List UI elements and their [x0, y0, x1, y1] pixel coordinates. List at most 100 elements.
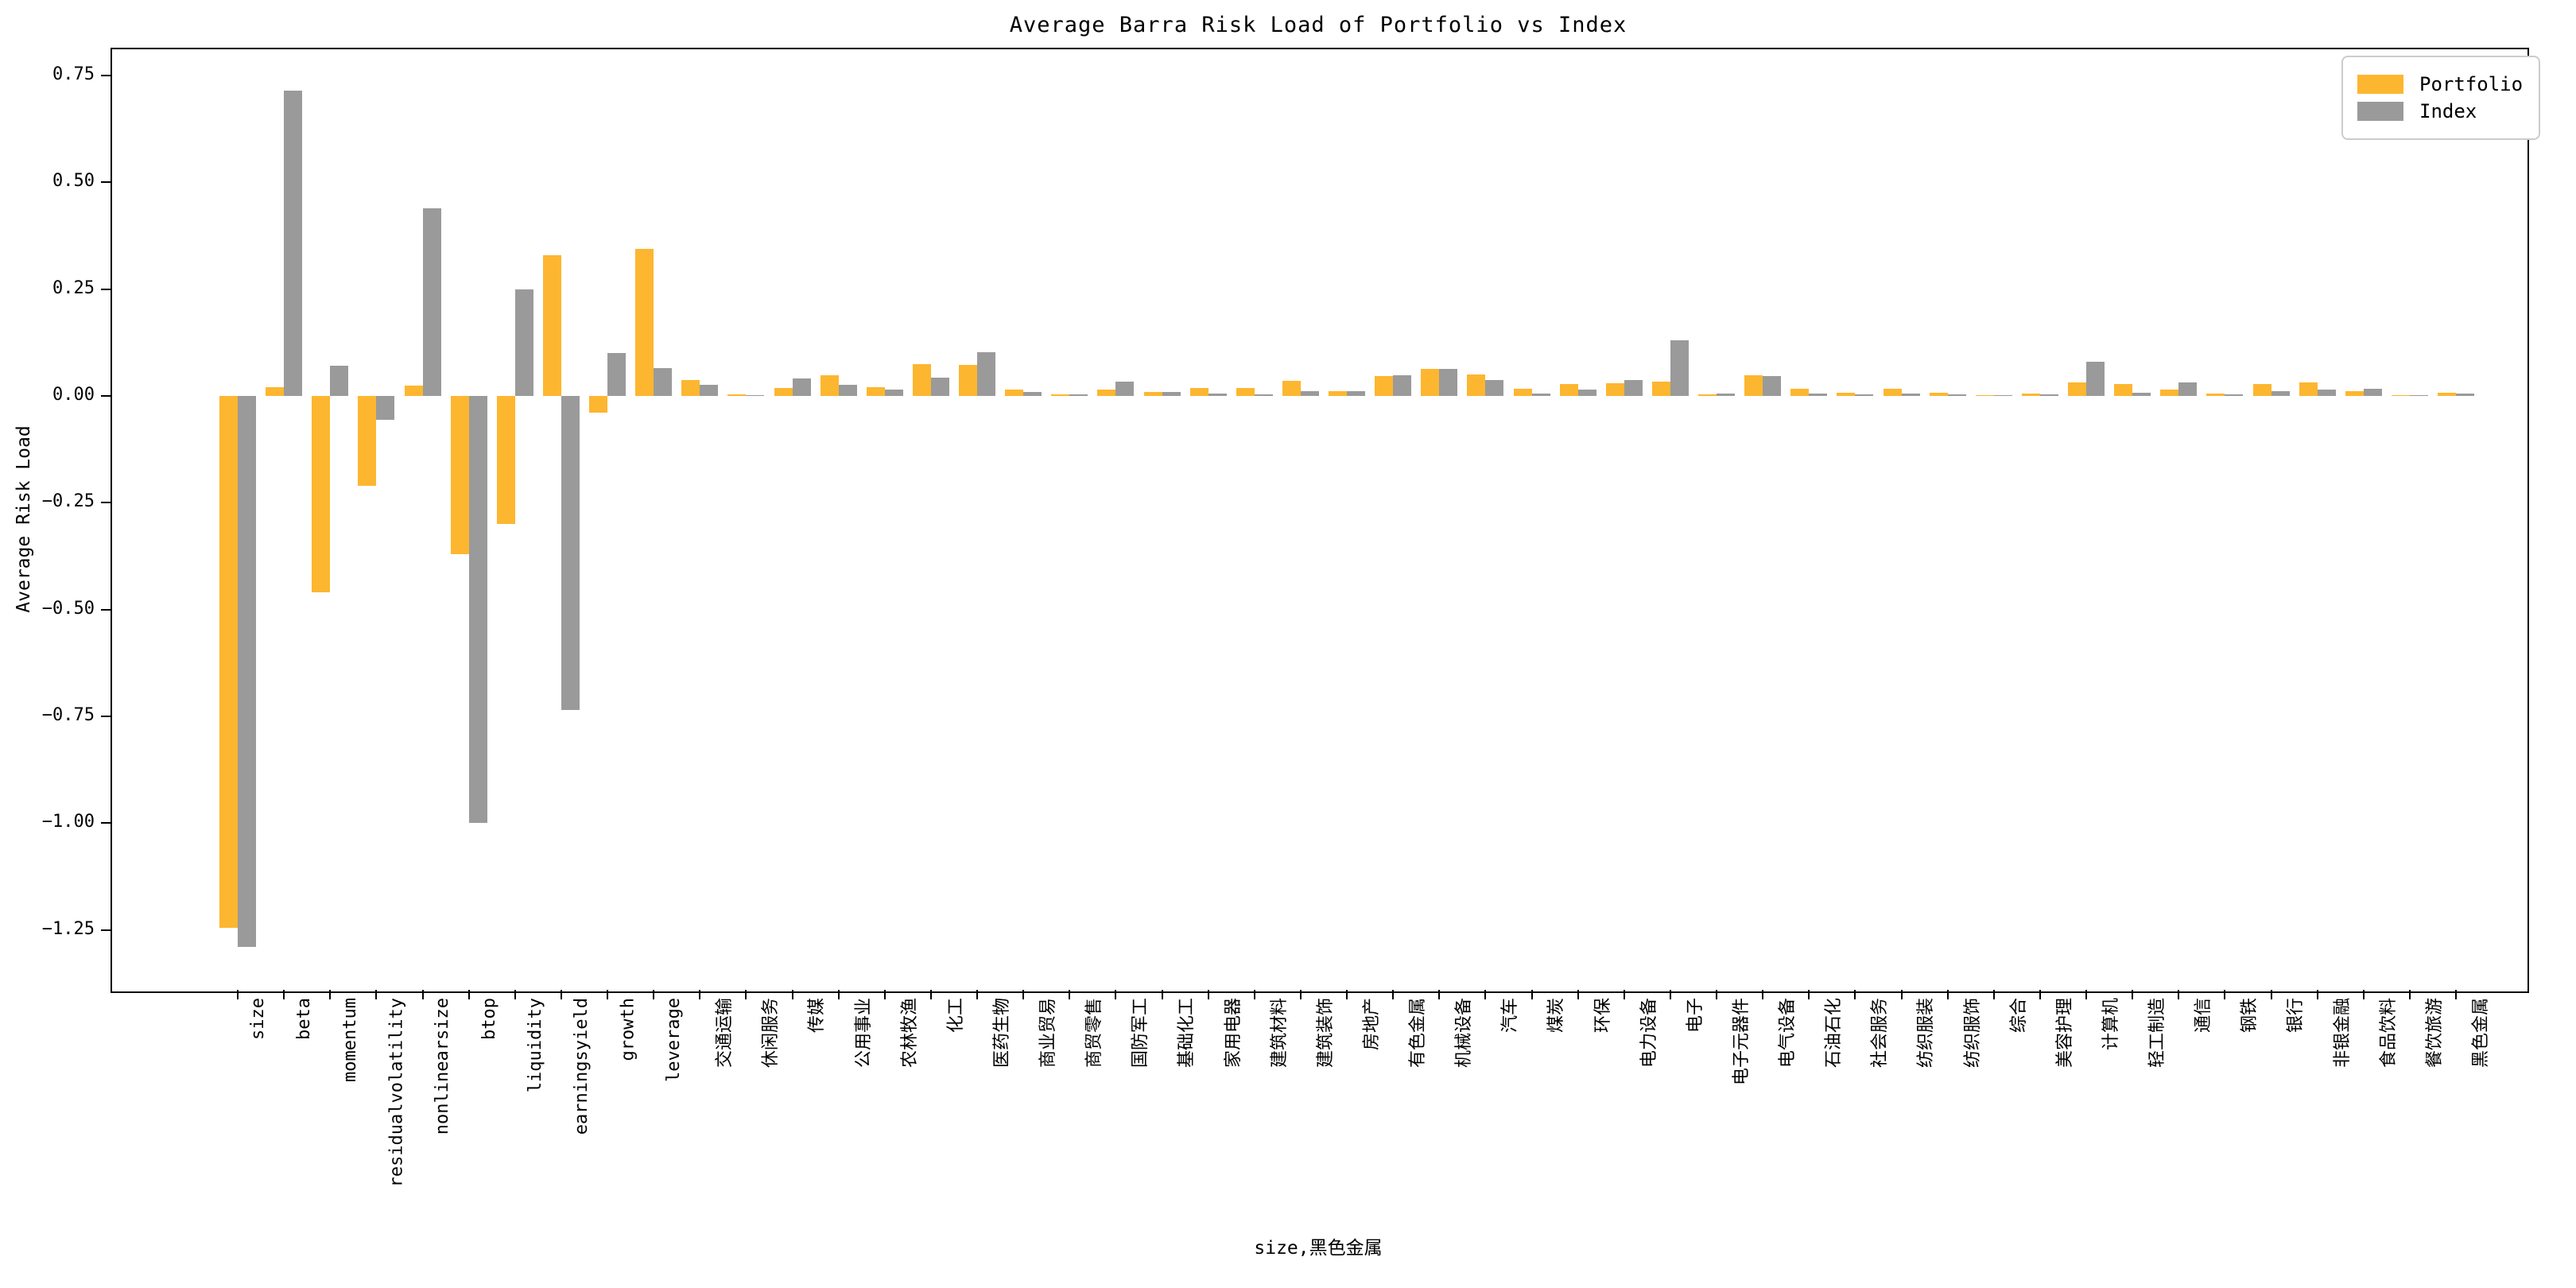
bar-index: [1809, 394, 1828, 396]
bar-index: [1347, 391, 1365, 396]
x-tick-label: 机械设备: [1454, 998, 1475, 1069]
bar-portfolio: [681, 380, 700, 396]
bar-portfolio: [1744, 375, 1763, 396]
bar-portfolio: [450, 395, 469, 554]
y-tick-mark: [101, 502, 111, 504]
bar-portfolio: [2438, 393, 2456, 396]
x-tick-mark: [1530, 990, 1533, 999]
x-tick-mark: [1623, 990, 1625, 999]
x-tick-label: 交通运输: [715, 998, 735, 1069]
bar-index: [1624, 379, 1643, 396]
x-tick-label: 非银金融: [2332, 998, 2353, 1069]
chart-title: Average Barra Risk Load of Portfolio vs …: [1009, 13, 1627, 37]
x-tick-mark: [1392, 990, 1395, 999]
x-tick-label: 钢铁: [2240, 998, 2260, 1034]
bar-index: [1023, 391, 1042, 396]
x-tick-mark: [2455, 990, 2457, 999]
x-tick-label: 纺织服饰: [1962, 998, 1983, 1069]
bar-index: [238, 395, 256, 948]
x-tick-label: 公用事业: [853, 998, 874, 1069]
x-tick-mark: [607, 990, 608, 999]
bar-index: [561, 395, 580, 710]
bar-index: [1439, 369, 1458, 396]
x-tick-label: 食品饮料: [2378, 998, 2399, 1069]
bar-index: [2086, 362, 2105, 396]
bar-index: [1300, 390, 1319, 396]
bar-index: [514, 289, 533, 396]
x-tick-mark: [1253, 990, 1255, 999]
bar-portfolio: [1189, 387, 1208, 396]
x-tick-mark: [283, 990, 285, 999]
x-tick-mark: [1577, 990, 1579, 999]
bar-portfolio: [1329, 391, 1347, 396]
bar-portfolio: [2391, 395, 2410, 397]
x-tick-label: leverage: [664, 998, 685, 1082]
x-tick-label: 农林牧渔: [899, 998, 920, 1069]
x-tick-label: 家用电器: [1223, 998, 1243, 1069]
bar-portfolio: [1513, 389, 1532, 396]
x-tick-label: 传媒: [807, 998, 828, 1034]
bar-portfolio: [1282, 380, 1301, 396]
bar-index: [2178, 382, 2198, 396]
x-tick-mark: [1992, 990, 1995, 999]
bar-portfolio: [959, 364, 977, 396]
bar-portfolio: [2114, 383, 2133, 396]
x-tick-mark: [2224, 990, 2226, 999]
legend-label-portfolio: Portfolio: [2419, 73, 2524, 95]
x-tick-mark: [1207, 990, 1209, 999]
bar-index: [884, 390, 903, 396]
x-tick-mark: [1346, 990, 1348, 999]
bar-portfolio: [866, 386, 885, 396]
bar-portfolio: [1236, 388, 1255, 396]
bar-index: [607, 353, 626, 396]
bar-portfolio: [2299, 382, 2318, 396]
x-tick-mark: [2408, 990, 2411, 999]
x-tick-mark: [976, 990, 978, 999]
x-tick-mark: [237, 990, 239, 999]
y-tick-label: −0.50: [41, 598, 95, 619]
bar-portfolio: [1698, 394, 1717, 396]
x-tick-mark: [883, 990, 886, 999]
y-tick-label: −1.25: [41, 918, 95, 939]
bar-portfolio: [1883, 388, 1902, 396]
bar-index: [468, 395, 487, 824]
bar-portfolio: [1559, 383, 1578, 396]
x-tick-mark: [1900, 990, 1903, 999]
bar-portfolio: [1651, 382, 1670, 396]
x-tick-label: 计算机: [2101, 998, 2121, 1051]
x-tick-mark: [2132, 990, 2134, 999]
x-tick-mark: [1808, 990, 1810, 999]
bar-index: [2132, 393, 2151, 396]
x-tick-label: 有色金属: [1408, 998, 1429, 1069]
x-tick-mark: [467, 990, 470, 999]
bar-portfolio: [2021, 393, 2040, 396]
x-tick-label: 基础化工: [1177, 998, 1197, 1069]
bar-index: [654, 367, 673, 396]
bar-portfolio: [1605, 382, 1624, 396]
bar-index: [1069, 394, 1088, 396]
x-tick-mark: [791, 990, 793, 999]
x-tick-mark: [1069, 990, 1071, 999]
bar-index: [1670, 340, 1689, 396]
x-tick-mark: [375, 990, 378, 999]
x-tick-label: 电子元器件: [1732, 998, 1752, 1086]
bar-index: [1577, 389, 1596, 396]
bar-index: [1485, 379, 1504, 396]
x-tick-label: 煤炭: [1546, 998, 1567, 1034]
bar-index: [2317, 390, 2336, 396]
x-tick-label: 社会服务: [1870, 998, 1891, 1069]
bar-portfolio: [1375, 375, 1394, 396]
x-tick-label: 电气设备: [1778, 998, 1798, 1069]
bar-portfolio: [1143, 391, 1162, 396]
x-tick-label: 综合: [2008, 998, 2029, 1034]
bar-index: [1208, 393, 1227, 396]
x-tick-mark: [2178, 990, 2180, 999]
x-tick-mark: [1762, 990, 1764, 999]
x-tick-label: 商业贸易: [1038, 998, 1059, 1069]
x-tick-mark: [699, 990, 701, 999]
x-tick-mark: [1854, 990, 1856, 999]
y-tick-mark: [101, 394, 111, 397]
bar-index: [330, 366, 349, 396]
x-tick-mark: [560, 990, 562, 999]
bar-portfolio: [774, 388, 793, 396]
